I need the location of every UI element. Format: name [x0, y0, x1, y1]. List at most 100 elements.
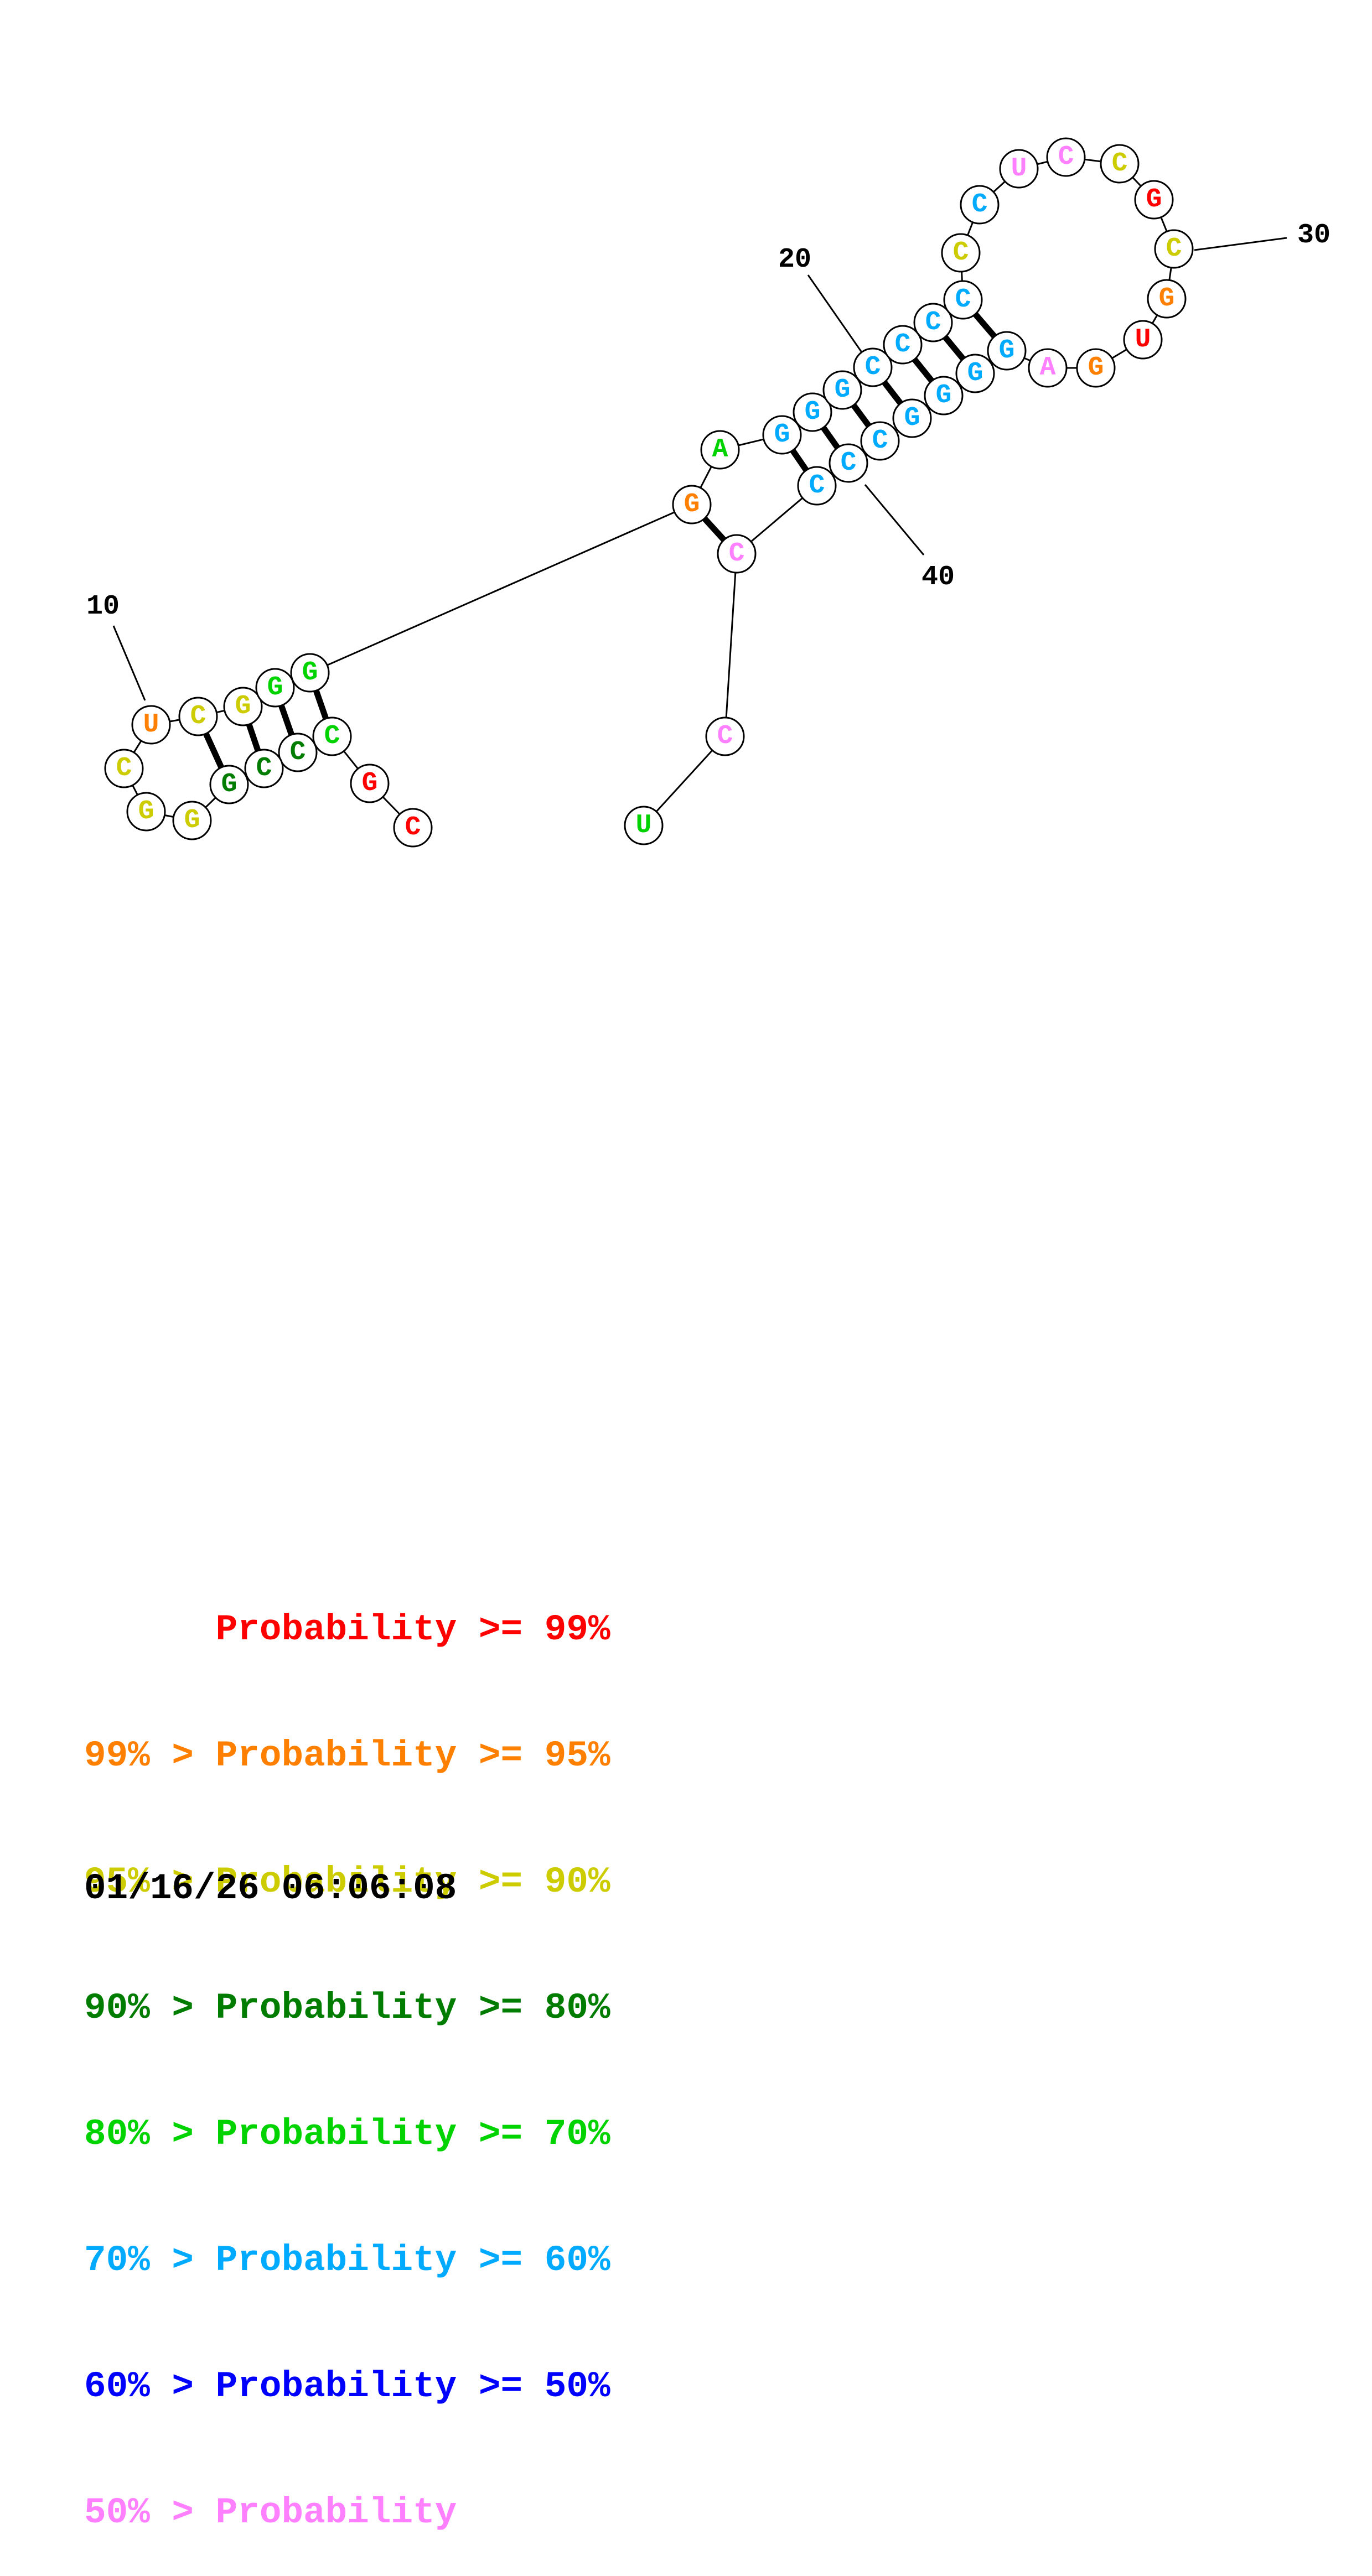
nucleotide-circle: [244, 749, 284, 788]
nucleotide-base: C: [729, 539, 745, 569]
nucleotide-base: A: [1040, 353, 1056, 383]
nucleotide-circle: [126, 792, 166, 832]
nucleotide-base: C: [955, 285, 971, 315]
legend-line-p80: 90% > Probability >= 80%: [84, 1987, 610, 2029]
nucleotide-circle: [762, 415, 802, 455]
nucleotide-base: G: [235, 692, 251, 721]
nucleotide-base: C: [116, 754, 132, 783]
nucleotide-circle: [290, 653, 330, 693]
nucleotide-base: U: [143, 710, 159, 740]
nucleotide-base: C: [1112, 149, 1128, 179]
nucleotide-base: C: [972, 190, 988, 220]
legend-line-p99: Probability >= 99%: [84, 1609, 610, 1650]
nucleotide-base: U: [1135, 325, 1151, 355]
nucleotide-circle: [312, 716, 352, 756]
nucleotide-circle: [1076, 348, 1116, 388]
nucleotide-base: U: [1011, 154, 1027, 184]
nucleotide-base: G: [138, 797, 154, 827]
nucleotide-base: C: [953, 238, 969, 268]
nucleotide-base: G: [302, 658, 318, 688]
position-label-line: [807, 274, 864, 355]
nucleotide-circle: [999, 149, 1039, 189]
nucleotide-circle: [924, 376, 964, 416]
legend-line-p70: 80% > Probability >= 70%: [84, 2113, 610, 2155]
nucleotide-base: C: [290, 738, 306, 767]
nucleotide-circle: [700, 430, 740, 470]
timestamp: 01/16/26 06:06:08: [84, 1868, 457, 1909]
nucleotide-circle: [943, 280, 983, 320]
legend-line-p50: 60% > Probability >= 50%: [84, 2366, 610, 2407]
nucleotide-base: G: [904, 403, 920, 433]
nucleotide-base: C: [872, 426, 888, 456]
nucleotide-circle: [860, 421, 900, 461]
position-label-line: [1194, 237, 1287, 251]
nucleotide-circle: [131, 705, 171, 745]
nucleotide-circle: [960, 185, 1000, 225]
nucleotide-base: G: [1088, 353, 1104, 383]
position-label-line: [864, 484, 925, 555]
nucleotide-circle: [913, 303, 953, 342]
nucleotide-circle: [717, 534, 757, 574]
nucleotide-base: G: [835, 375, 851, 405]
nucleotide-circle: [255, 668, 295, 708]
nucleotide-circle: [278, 733, 318, 772]
nucleotide-base: C: [190, 702, 206, 731]
nucleotide-base: G: [1159, 284, 1175, 314]
nucleotide-base: C: [1058, 142, 1074, 172]
backbone-line: [309, 503, 692, 674]
nucleotide-circle: [624, 806, 664, 845]
nucleotide-circle: [1100, 144, 1140, 184]
nucleotide-circle: [829, 443, 868, 483]
nucleotide-base: C: [405, 813, 421, 843]
nucleotide-base: C: [717, 721, 733, 751]
nucleotide-circle: [1154, 229, 1194, 269]
nucleotide-circle: [853, 347, 893, 387]
position-label: 30: [1297, 220, 1330, 251]
position-label: 10: [86, 591, 120, 622]
nucleotide-base: G: [774, 420, 790, 450]
legend-line-p95: 99% > Probability >= 95%: [84, 1735, 610, 1777]
position-label-line: [112, 625, 146, 701]
position-label: 40: [921, 562, 955, 593]
nucleotide-base: G: [362, 768, 378, 798]
nucleotide-base: G: [221, 770, 237, 799]
position-label: 20: [778, 244, 811, 276]
nucleotide-circle: [705, 716, 745, 756]
nucleotide-base: G: [967, 359, 983, 388]
nucleotide-circle: [672, 485, 712, 524]
nucleotide-circle: [350, 764, 390, 803]
nucleotide-circle: [393, 808, 433, 848]
nucleotide-base: G: [999, 336, 1015, 366]
backbone-line: [643, 735, 726, 827]
nucleotide-circle: [209, 765, 249, 804]
nucleotide-base: C: [256, 754, 272, 783]
nucleotide-base: A: [712, 435, 728, 465]
nucleotide-circle: [223, 687, 263, 726]
nucleotide-base: C: [1166, 234, 1182, 264]
nucleotide-circle: [941, 233, 981, 273]
nucleotide-circle: [822, 370, 862, 410]
nucleotide-base: U: [636, 811, 652, 840]
nucleotide-circle: [892, 398, 932, 438]
legend-line-p60: 70% > Probability >= 60%: [84, 2240, 610, 2281]
nucleotide-circle: [1134, 180, 1174, 220]
nucleotide-circle: [797, 466, 837, 506]
nucleotide-circle: [883, 325, 923, 365]
nucleotide-circle: [178, 697, 218, 736]
nucleotide-base: C: [841, 448, 857, 478]
nucleotide-circle: [1123, 320, 1163, 360]
nucleotide-base: C: [865, 352, 881, 382]
legend-line-lt50: 50% > Probability: [84, 2492, 457, 2533]
nucleotide-circle: [793, 392, 832, 432]
nucleotide-circle: [1147, 279, 1187, 319]
nucleotide-base: C: [324, 721, 340, 751]
nucleotide-base: G: [684, 490, 700, 520]
nucleotide-base: G: [1146, 185, 1162, 215]
backbone-line: [724, 553, 738, 737]
nucleotide-circle: [104, 749, 144, 788]
nucleotide-base: G: [805, 397, 821, 427]
nucleotide-circle: [1046, 137, 1086, 177]
nucleotide-circle: [172, 801, 212, 840]
nucleotide-base: C: [925, 308, 941, 337]
